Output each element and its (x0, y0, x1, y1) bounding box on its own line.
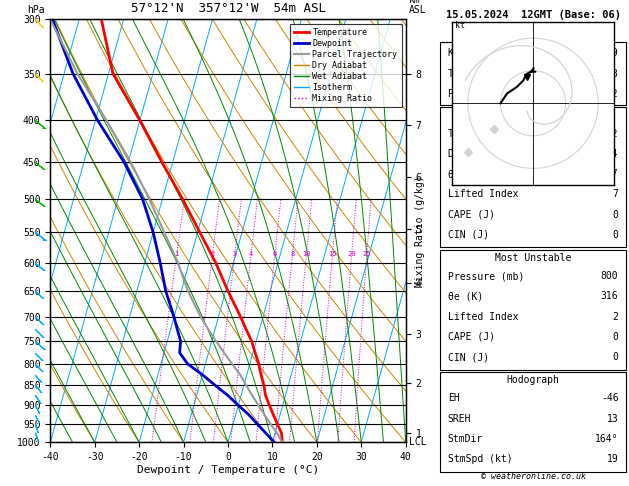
Text: StmDir: StmDir (448, 434, 483, 444)
Text: Hodograph: Hodograph (506, 375, 560, 385)
Bar (440, 107, 626, 247)
Bar (440, 372, 626, 471)
Text: Surface: Surface (513, 110, 554, 121)
Text: 0: 0 (613, 230, 618, 240)
Text: StmSpd (kt): StmSpd (kt) (448, 454, 513, 464)
Text: θe (K): θe (K) (448, 292, 483, 301)
Text: 0: 0 (613, 352, 618, 362)
Text: CIN (J): CIN (J) (448, 352, 489, 362)
Text: 2.2: 2.2 (601, 89, 618, 99)
Text: km
ASL: km ASL (409, 0, 427, 15)
Text: 57°12'N  357°12'W  54m ASL: 57°12'N 357°12'W 54m ASL (130, 2, 326, 15)
Text: 15.05.2024  12GMT (Base: 06): 15.05.2024 12GMT (Base: 06) (445, 10, 621, 19)
Text: CIN (J): CIN (J) (448, 230, 489, 240)
Text: 800: 800 (601, 271, 618, 281)
Legend: Temperature, Dewpoint, Parcel Trajectory, Dry Adiabat, Wet Adiabat, Isotherm, Mi: Temperature, Dewpoint, Parcel Trajectory… (290, 24, 401, 107)
Text: 2: 2 (613, 312, 618, 322)
Text: 8: 8 (290, 251, 294, 257)
Text: 1: 1 (174, 251, 179, 257)
Text: 4: 4 (248, 251, 253, 257)
Text: kt: kt (455, 21, 465, 31)
Text: 12.2: 12.2 (595, 129, 618, 139)
Text: Lifted Index: Lifted Index (448, 312, 518, 322)
Text: PW (cm): PW (cm) (448, 89, 489, 99)
Bar (440, 250, 626, 369)
Text: Lifted Index: Lifted Index (448, 190, 518, 199)
Text: hPa: hPa (27, 5, 45, 15)
Text: -46: -46 (601, 393, 618, 403)
Text: 13: 13 (607, 414, 618, 424)
Text: 316: 316 (601, 292, 618, 301)
Text: SREH: SREH (448, 414, 471, 424)
Text: 0: 0 (613, 209, 618, 220)
Text: 307: 307 (601, 169, 618, 179)
Text: 7: 7 (613, 190, 618, 199)
Text: 164°: 164° (595, 434, 618, 444)
Text: 10.4: 10.4 (595, 149, 618, 159)
Text: K: K (448, 49, 454, 58)
Text: 19: 19 (607, 454, 618, 464)
Text: 20: 20 (347, 251, 356, 257)
Text: 25: 25 (362, 251, 371, 257)
Text: 48: 48 (607, 69, 618, 79)
Text: Most Unstable: Most Unstable (495, 253, 571, 263)
Text: 2: 2 (210, 251, 214, 257)
Text: θe(K): θe(K) (448, 169, 477, 179)
X-axis label: Dewpoint / Temperature (°C): Dewpoint / Temperature (°C) (137, 465, 319, 475)
Text: Pressure (mb): Pressure (mb) (448, 271, 524, 281)
Text: Totals Totals: Totals Totals (448, 69, 524, 79)
Text: EH: EH (448, 393, 459, 403)
Text: 29: 29 (607, 49, 618, 58)
Text: LCL: LCL (409, 437, 427, 447)
Text: Temp (°C): Temp (°C) (448, 129, 501, 139)
Text: CAPE (J): CAPE (J) (448, 209, 495, 220)
Text: 10: 10 (302, 251, 310, 257)
Text: Mixing Ratio (g/kg): Mixing Ratio (g/kg) (415, 175, 425, 287)
Text: © weatheronline.co.uk: © weatheronline.co.uk (481, 472, 586, 481)
Text: 3: 3 (232, 251, 237, 257)
Bar (440, 42, 626, 105)
Text: 0: 0 (613, 332, 618, 342)
Text: Dewp (°C): Dewp (°C) (448, 149, 501, 159)
Text: 15: 15 (328, 251, 337, 257)
Text: CAPE (J): CAPE (J) (448, 332, 495, 342)
Text: 6: 6 (272, 251, 277, 257)
